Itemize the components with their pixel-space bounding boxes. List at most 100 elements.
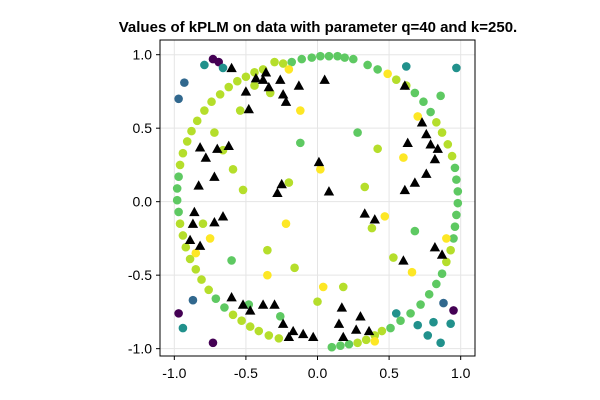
data-point — [452, 63, 461, 73]
triangle-point — [223, 140, 234, 150]
data-point — [175, 160, 185, 170]
data-point — [238, 185, 248, 195]
data-point — [210, 128, 219, 137]
triangle-point — [293, 80, 305, 90]
data-point — [296, 106, 305, 115]
triangle-point — [297, 328, 309, 339]
data-point — [436, 91, 445, 101]
data-point — [360, 182, 370, 192]
triangle-point — [399, 80, 411, 90]
data-point — [383, 69, 392, 79]
data-point — [446, 319, 455, 328]
data-point — [442, 257, 451, 267]
triangle-point — [257, 74, 269, 84]
data-point — [413, 112, 423, 121]
data-point — [241, 72, 251, 82]
data-point — [336, 341, 345, 351]
y-tick-label: 0.0 — [133, 194, 153, 210]
triangle-point — [283, 331, 295, 342]
triangle-point — [245, 305, 256, 315]
data-point — [399, 153, 408, 162]
triangle-point — [212, 143, 223, 153]
data-point — [263, 270, 272, 280]
data-point — [370, 337, 380, 346]
data-point — [452, 210, 461, 220]
data-point — [281, 219, 291, 229]
data-point — [227, 256, 236, 265]
y-tick-label: 0.5 — [133, 120, 153, 136]
data-point — [391, 309, 401, 318]
triangle-point — [308, 331, 319, 342]
data-point — [313, 297, 322, 306]
data-point — [316, 51, 325, 61]
x-axis: -1.0 -0.5 0.0 0.5 1.0 — [162, 356, 471, 381]
data-point — [424, 289, 434, 299]
data-point — [450, 222, 460, 231]
data-point — [453, 198, 463, 208]
data-point — [228, 165, 238, 174]
data-point — [215, 90, 225, 99]
data-point — [437, 128, 447, 137]
data-point — [373, 65, 382, 74]
triangle-point — [421, 128, 432, 139]
triangle-point — [260, 67, 272, 77]
data-point — [224, 82, 234, 92]
triangle-point — [323, 186, 335, 196]
data-point — [442, 234, 451, 243]
data-point — [316, 165, 325, 174]
data-point — [218, 63, 228, 73]
triangle-point — [243, 103, 254, 114]
triangle-point — [240, 86, 252, 96]
triangle-point — [217, 211, 229, 221]
data-point — [307, 53, 317, 62]
data-point — [361, 335, 371, 345]
data-point — [174, 172, 183, 181]
data-point — [344, 339, 354, 349]
data-point — [254, 326, 264, 336]
triangle-point — [369, 214, 380, 224]
grid-lines — [160, 40, 475, 356]
data-point — [207, 97, 216, 107]
data-point — [197, 275, 206, 284]
triangle-point — [350, 324, 362, 334]
data-point — [228, 310, 238, 320]
data-point — [447, 151, 457, 161]
triangle-point — [280, 96, 292, 106]
data-point — [245, 322, 255, 331]
data-point — [353, 338, 362, 348]
data-point — [274, 334, 284, 343]
triangle-point — [355, 311, 366, 321]
data-point — [182, 137, 192, 146]
data-point — [419, 97, 428, 107]
triangle-point — [398, 255, 409, 265]
data-point — [172, 184, 182, 193]
data-point — [436, 338, 445, 348]
triangle-point — [226, 62, 237, 73]
data-point — [200, 60, 209, 70]
triangle-point — [402, 137, 413, 148]
data-point — [174, 94, 183, 104]
data-point — [220, 303, 229, 312]
x-tick-label: 1.0 — [451, 365, 471, 381]
triangle-point — [277, 89, 289, 99]
data-point — [287, 57, 297, 67]
data-point — [340, 53, 350, 62]
data-point — [211, 294, 221, 303]
data-point — [437, 269, 447, 278]
data-point — [174, 309, 183, 318]
data-point — [284, 178, 294, 187]
triangle-point — [429, 242, 441, 252]
data-point — [407, 267, 417, 277]
data-point — [188, 295, 198, 305]
data-point — [181, 242, 191, 252]
data-point — [410, 88, 420, 98]
data-point — [250, 81, 259, 90]
data-point — [205, 234, 215, 243]
triangle-point — [313, 156, 325, 167]
data-point — [175, 219, 185, 229]
data-point — [200, 106, 209, 115]
data-point — [237, 316, 246, 326]
data-point — [413, 320, 423, 330]
data-point — [429, 317, 438, 327]
